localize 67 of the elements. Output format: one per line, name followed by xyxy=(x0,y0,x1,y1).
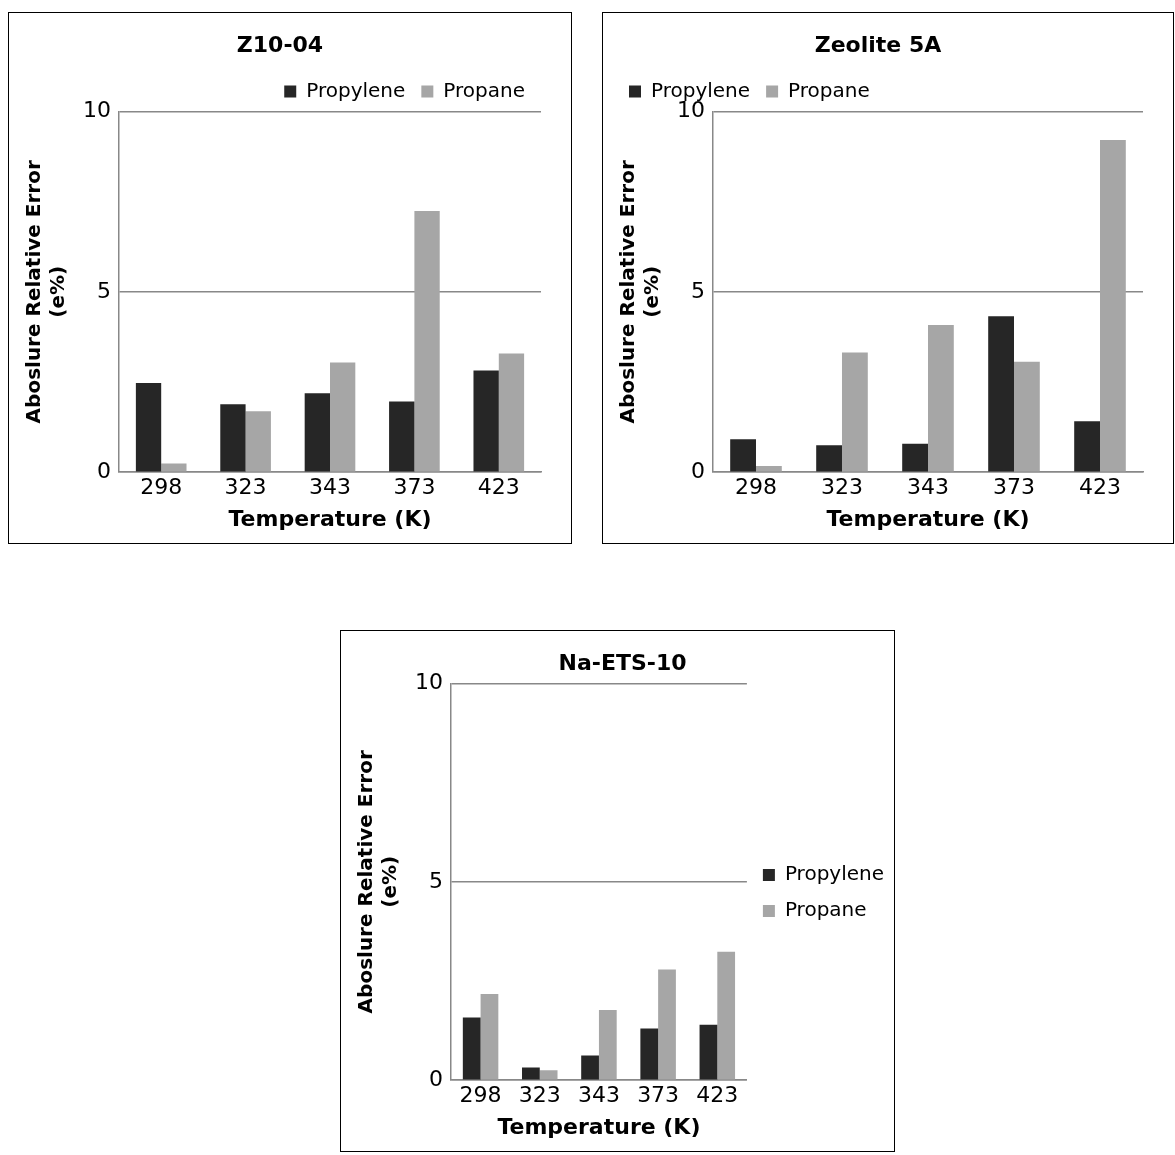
y-axis-title: Aboslure Relative Error (e%) xyxy=(21,160,70,424)
x-tick-label: 323 xyxy=(224,474,267,500)
x-tick-label: 323 xyxy=(518,1082,561,1108)
bar xyxy=(304,393,330,472)
bar xyxy=(1100,139,1126,472)
bar xyxy=(1074,421,1100,472)
bar xyxy=(902,443,928,472)
x-tick-label: 323 xyxy=(821,474,863,500)
x-tick-label: 343 xyxy=(577,1082,620,1108)
bar xyxy=(480,994,499,1080)
chart-title: Z10-04 xyxy=(236,31,324,57)
bar xyxy=(161,463,187,472)
x-tick-label: 423 xyxy=(696,1082,739,1108)
x-tick-label: 423 xyxy=(1079,474,1121,500)
bar xyxy=(414,210,440,472)
bar xyxy=(473,370,499,472)
legend-label: Propylene xyxy=(784,861,885,886)
x-axis-title: Temperature (K) xyxy=(497,1113,701,1139)
y-axis-title: Aboslure Relative Error (e%) xyxy=(615,160,664,424)
bar xyxy=(389,401,415,472)
bar xyxy=(730,439,756,472)
bar xyxy=(539,1070,558,1080)
bar xyxy=(522,1067,540,1080)
bar xyxy=(135,383,162,472)
x-tick-label: 343 xyxy=(907,474,949,500)
x-tick-label: 373 xyxy=(637,1082,680,1108)
bar xyxy=(756,466,782,472)
x-axis-title: Temperature (K) xyxy=(228,505,432,531)
bar xyxy=(842,352,868,472)
x-tick-label: 373 xyxy=(993,474,1035,500)
y-tick-label: 5 xyxy=(96,277,111,303)
bar xyxy=(581,1055,599,1080)
bar xyxy=(1014,361,1040,472)
y-tick-label: 5 xyxy=(690,277,705,303)
legend-label: Propane xyxy=(443,77,526,102)
bar xyxy=(699,1024,718,1080)
legend-label: Propylene xyxy=(306,77,406,102)
y-tick-label: 10 xyxy=(414,669,443,695)
chart-title: Na-ETS-10 xyxy=(558,649,687,675)
bar xyxy=(498,353,525,472)
bar xyxy=(330,362,356,472)
x-tick-label: 373 xyxy=(393,474,436,500)
bar xyxy=(717,951,736,1080)
bar xyxy=(598,1009,617,1080)
bar xyxy=(462,1017,481,1080)
y-tick-label: 10 xyxy=(82,97,111,123)
x-tick-label: 343 xyxy=(309,474,351,500)
x-tick-label: 298 xyxy=(140,474,183,500)
x-tick-label: 423 xyxy=(477,474,520,500)
legend-label: Propane xyxy=(788,77,870,102)
chart-title: Zeolite 5A xyxy=(814,31,942,57)
x-tick-label: 298 xyxy=(734,474,777,500)
bar xyxy=(640,1028,659,1080)
y-tick-label: 0 xyxy=(96,457,111,483)
x-tick-label: 298 xyxy=(459,1082,502,1108)
bar xyxy=(988,316,1014,472)
bar xyxy=(220,404,246,472)
y-tick-label: 0 xyxy=(428,1065,443,1091)
bar xyxy=(816,445,842,472)
x-axis-title: Temperature (K) xyxy=(826,505,1030,531)
legend-label: Propane xyxy=(784,897,867,922)
y-tick-label: 5 xyxy=(428,867,443,893)
y-tick-label: 0 xyxy=(690,457,705,483)
bar xyxy=(928,324,954,472)
bar xyxy=(245,411,271,472)
bar xyxy=(658,969,676,1080)
y-axis-title: Aboslure Relative Error (e%) xyxy=(353,750,402,1014)
